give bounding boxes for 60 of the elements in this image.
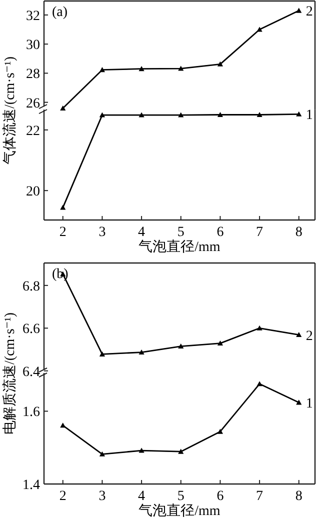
point — [99, 351, 106, 356]
x-tick-label: 5 — [177, 489, 184, 504]
x-tick-label: 8 — [295, 225, 302, 240]
x-tick-label: 2 — [59, 225, 66, 240]
x-tick-label: 7 — [256, 225, 264, 240]
point — [138, 349, 144, 355]
point — [256, 325, 262, 330]
x-tick-label: 5 — [177, 225, 184, 240]
y-tick-label: 22 — [26, 124, 40, 139]
y-tick-label: 6.4 — [22, 364, 40, 380]
x-tick-label: 7 — [256, 489, 264, 504]
series-label: 2 — [306, 4, 313, 20]
point — [60, 204, 66, 210]
x-tick-label: 4 — [138, 489, 146, 504]
x-axis-title: 气泡直径/mm — [138, 503, 220, 519]
x-axis-title: 气泡直径/mm — [138, 239, 220, 255]
point — [138, 112, 144, 118]
point — [296, 8, 302, 13]
y-tick-label: 6.6 — [22, 322, 40, 338]
series-label: 1 — [306, 396, 313, 412]
x-tick-label: 3 — [98, 489, 106, 504]
point — [99, 112, 106, 118]
point — [217, 340, 224, 346]
x-tick-label: 3 — [98, 225, 106, 240]
point — [138, 66, 144, 72]
point — [256, 112, 262, 117]
y-tick-label: 28 — [26, 67, 40, 82]
x-tick-label: 6 — [216, 489, 224, 504]
y-tick-label: 26 — [26, 96, 40, 112]
x-tick-label: 2 — [59, 489, 66, 504]
point — [99, 67, 106, 72]
point — [178, 448, 184, 454]
x-tick-label: 6 — [216, 225, 224, 240]
point — [178, 112, 184, 118]
series-label: 2 — [306, 328, 313, 344]
point — [296, 111, 302, 116]
point — [296, 400, 302, 405]
series-label: 1 — [306, 108, 313, 124]
y-tick-label: 30 — [26, 38, 40, 54]
y-tick-label: 20 — [26, 184, 40, 200]
point — [99, 451, 106, 456]
y-tick-label: 1.4 — [22, 478, 40, 493]
point — [217, 112, 224, 117]
point — [256, 381, 262, 386]
y-tick-label: 1.6 — [22, 405, 40, 420]
point — [178, 344, 184, 349]
y-axis-title: 气体流速/(cm·s⁻¹) — [2, 56, 18, 165]
annotation: (a) — [52, 5, 68, 20]
point — [138, 448, 144, 453]
x-tick-label: 8 — [295, 489, 302, 504]
point — [178, 66, 184, 71]
point — [217, 428, 224, 434]
x-tick-label: 4 — [138, 225, 146, 240]
point — [296, 332, 302, 338]
y-axis-title: 电解质流速/(cm·s⁻¹) — [2, 312, 18, 435]
y-tick-label: 6.8 — [22, 279, 40, 294]
point — [217, 61, 224, 66]
point — [60, 105, 66, 111]
point — [256, 26, 262, 32]
y-tick-label: 32 — [26, 8, 40, 24]
